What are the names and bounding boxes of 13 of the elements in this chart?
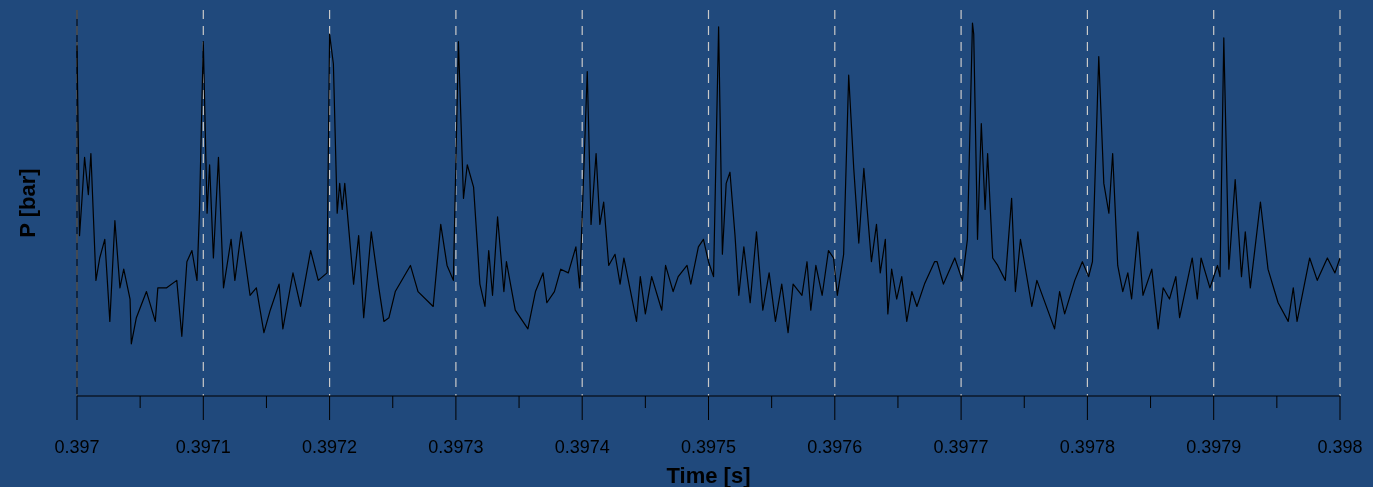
- x-tick-label: 0.3977: [933, 437, 989, 457]
- x-tick-label: 0.3971: [175, 437, 231, 457]
- x-axis-title: Time [s]: [666, 463, 751, 487]
- x-tick-label: 0.3975: [680, 437, 737, 457]
- x-tick-label: 0.3973: [428, 437, 484, 457]
- x-tick-label: 0.3976: [807, 437, 863, 457]
- x-tick-label: 0.398: [1317, 437, 1363, 457]
- x-tick-label: 0.3974: [554, 437, 610, 457]
- y-axis-title: P [bar]: [15, 168, 40, 238]
- x-tick-label: 0.3978: [1059, 437, 1115, 457]
- x-tick-label: 0.3972: [302, 437, 358, 457]
- x-tick-label: 0.397: [54, 437, 100, 457]
- x-tick-label: 0.3979: [1186, 437, 1242, 457]
